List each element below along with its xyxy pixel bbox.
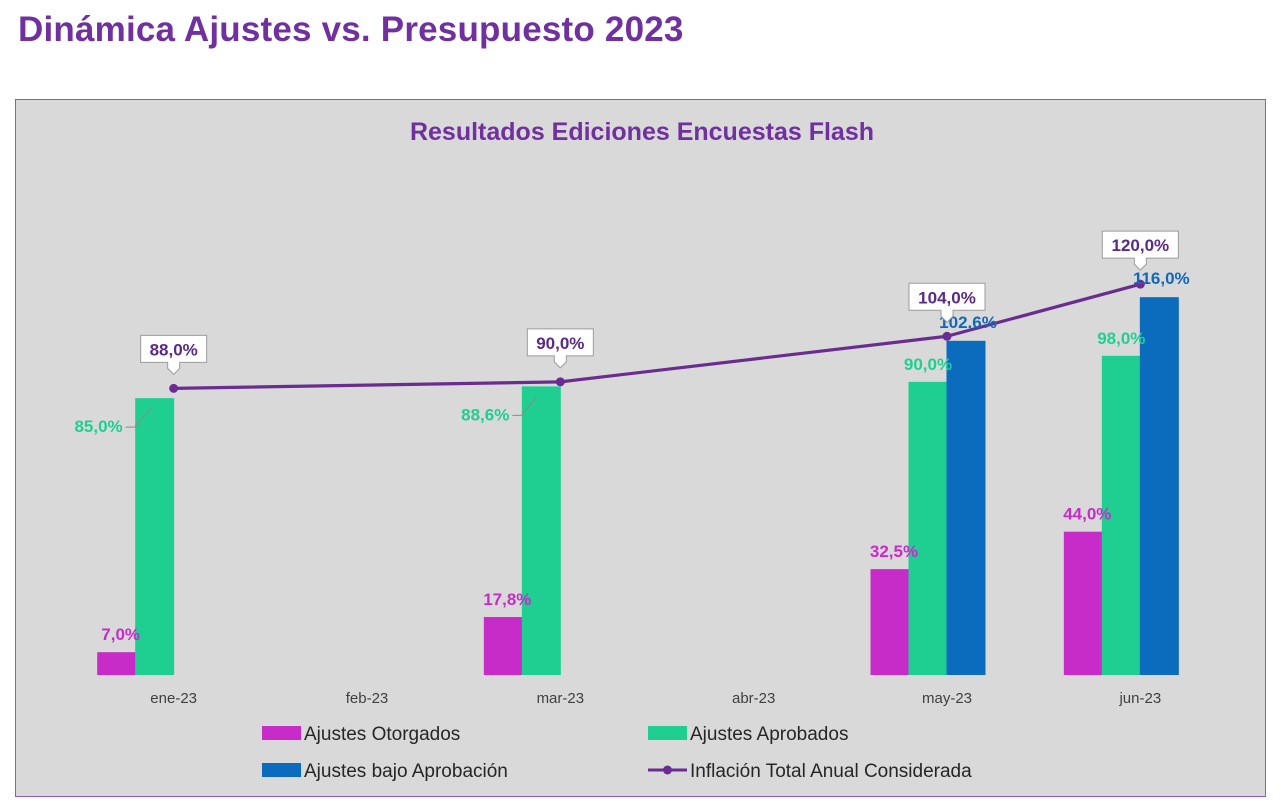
label-inflacion-mar-23: 90,0% <box>536 334 584 353</box>
x-tick-abr-23: abr-23 <box>732 690 775 707</box>
callout-box-inflacion-jun-23 <box>1101 230 1179 271</box>
bar-ajustes-aprobados-mar-23 <box>521 386 561 675</box>
x-tick-jun-23: jun-23 <box>1118 690 1161 707</box>
point-inflacion-total-anual-considerada-jun-23 <box>1135 279 1145 289</box>
label-ajustes-aprobados-mar-23: 88,6% <box>461 405 509 424</box>
chart-area: Resultados Ediciones Encuestas Flash ene… <box>15 99 1266 797</box>
callout-box-inflacion-ene-23 <box>140 334 208 376</box>
x-tick-feb-23: feb-23 <box>346 690 389 707</box>
callout-box-inflacion-may-23 <box>908 282 986 323</box>
label-ajustes-otorgados-mar-23: 17,8% <box>483 590 531 609</box>
bar-ajustes-aprobados-ene-23 <box>135 398 175 675</box>
legend-label-ajustes-bajo-aprobacion: Ajustes bajo Aprobación <box>304 761 508 782</box>
line-inflacion-total-anual-considerada <box>173 282 1141 390</box>
leader-ajustes-aprobados-mar-23 <box>512 396 538 416</box>
bar-ajustes-otorgados-may-23 <box>870 569 910 675</box>
legend-swatch-ajustes-aprobados <box>648 726 687 740</box>
bar-ajustes-otorgados-ene-23 <box>97 652 137 675</box>
data-labels: 7,0% 17,8% 32,5% 44,0% 85,0% 88,6% 90,0% 98,0% 1… <box>74 230 1190 644</box>
leader-ajustes-aprobados-ene-23 <box>125 407 152 428</box>
legend: Ajustes Otorgados Ajustes Aprobados Ajuste… <box>262 724 972 782</box>
legend-label-inflacion-total-anual-considerada: Inflación Total Anual Considerada <box>690 761 972 782</box>
page-title: Dinámica Ajustes vs. Presupuesto 2023 <box>18 10 684 49</box>
bar-ajustes-bajo-aprobacion-jun-23 <box>1139 297 1179 675</box>
chart-svg: Resultados Ediciones Encuestas Flash ene… <box>74 118 1190 782</box>
legend-label-ajustes-aprobados: Ajustes Aprobados <box>690 724 848 745</box>
label-inflacion-ene-23: 88,0% <box>150 340 198 359</box>
legend-swatch-ajustes-otorgados <box>262 726 301 740</box>
label-inflacion-jun-23: 120,0% <box>1111 236 1169 255</box>
bar-ajustes-aprobados-jun-23 <box>1101 355 1141 675</box>
label-inflacion-may-23: 104,0% <box>918 288 976 307</box>
legend-label-ajustes-otorgados: Ajustes Otorgados <box>304 724 460 745</box>
point-inflacion-total-anual-considerada-mar-23 <box>555 377 565 387</box>
point-inflacion-total-anual-considerada-may-23 <box>942 331 952 341</box>
label-ajustes-otorgados-ene-23: 7,0% <box>101 625 140 644</box>
label-ajustes-otorgados-jun-23: 44,0% <box>1063 505 1111 524</box>
bar-ajustes-otorgados-mar-23 <box>483 617 523 675</box>
x-tick-ene-23: ene-23 <box>150 690 197 707</box>
bar-ajustes-aprobados-may-23 <box>908 381 948 675</box>
x-tick-may-23: may-23 <box>922 690 972 707</box>
x-axis-ticks: ene-23 feb-23 mar-23 abr-23 may-23 jun-23 <box>150 690 1161 707</box>
label-ajustes-otorgados-may-23: 32,5% <box>870 542 918 561</box>
label-ajustes-aprobados-jun-23: 98,0% <box>1097 329 1145 348</box>
label-ajustes-aprobados-may-23: 90,0% <box>904 355 952 374</box>
legend-marker-inflacion-total-anual-considerada <box>663 765 672 775</box>
label-ajustes-aprobados-ene-23: 85,0% <box>74 417 122 436</box>
chart-title: Resultados Ediciones Encuestas Flash <box>410 118 874 146</box>
callout-box-inflacion-mar-23 <box>526 328 594 369</box>
point-inflacion-total-anual-considerada-ene-23 <box>169 383 179 393</box>
label-ajustes-bajo-aprobacion-may-23: 102,6% <box>939 313 997 332</box>
bar-ajustes-otorgados-jun-23 <box>1063 531 1103 675</box>
bars <box>97 297 1179 675</box>
label-ajustes-bajo-aprobacion-jun-23: 116,0% <box>1133 269 1190 288</box>
bar-ajustes-bajo-aprobacion-may-23 <box>946 340 986 675</box>
legend-swatch-ajustes-bajo-aprobacion <box>262 763 301 777</box>
inflation-line <box>169 279 1145 393</box>
x-tick-mar-23: mar-23 <box>537 690 585 707</box>
